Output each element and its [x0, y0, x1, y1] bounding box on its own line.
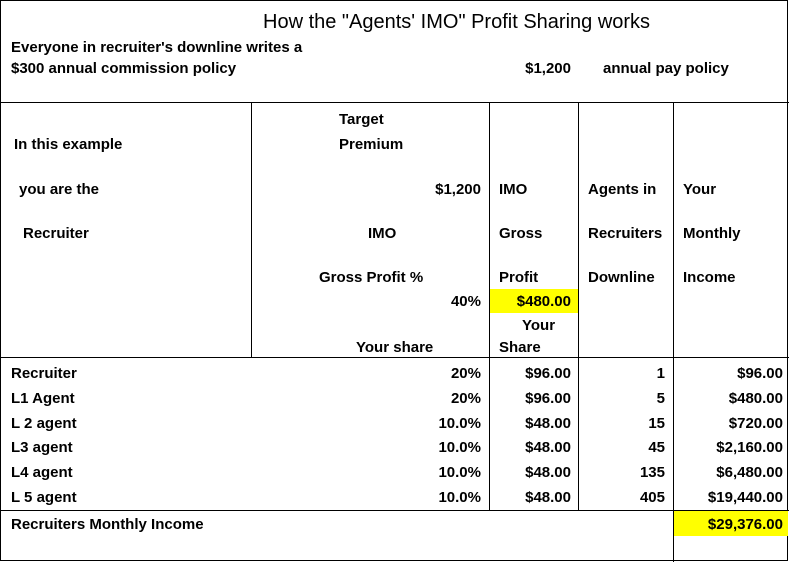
row-agents: 405 — [639, 489, 665, 506]
row-pct: 10.0% — [438, 415, 481, 432]
row-share: $48.00 — [525, 464, 571, 481]
divider-total — [1, 510, 789, 511]
total-income-value: $29,376.00 — [707, 516, 783, 533]
gross-label-3: Profit — [499, 269, 539, 286]
row-agents: 135 — [639, 464, 665, 481]
your-share-label: Your share — [356, 339, 434, 356]
row-income: $480.00 — [728, 390, 783, 407]
row-level: Recruiter — [11, 365, 77, 382]
row-share: $48.00 — [525, 489, 571, 506]
agents-label-2: Recruiters — [588, 225, 663, 242]
row-income: $96.00 — [737, 365, 783, 382]
gross-profit-highlight — [490, 289, 578, 313]
row-pct: 10.0% — [438, 489, 481, 506]
share-label-1: Your — [522, 317, 556, 334]
row-income: $2,160.00 — [716, 439, 783, 456]
col-divider-3 — [578, 102, 579, 510]
row-income: $19,440.00 — [707, 489, 783, 506]
divider-header — [1, 357, 789, 358]
income-label-3: Income — [683, 269, 736, 286]
intro-annual-amount: $1,200 — [525, 60, 571, 77]
row-level: L3 agent — [11, 439, 73, 456]
row-share: $96.00 — [525, 365, 571, 382]
imo-gross-profit-pct-label: Gross Profit % — [319, 269, 424, 286]
row-pct: 20% — [450, 390, 481, 407]
imo-label: IMO — [368, 225, 397, 242]
agents-label-3: Downline — [588, 269, 655, 286]
row-pct: 10.0% — [438, 464, 481, 481]
divider-top — [1, 102, 789, 103]
page-title: How the "Agents' IMO" Profit Sharing wor… — [263, 11, 651, 33]
row-agents: 45 — [648, 439, 665, 456]
row-level: L 2 agent — [11, 415, 77, 432]
gross-label-1: IMO — [499, 181, 528, 198]
income-label-1: Your — [683, 181, 717, 198]
row-share: $96.00 — [525, 390, 571, 407]
intro-line-1: Everyone in recruiter's downline writes … — [11, 39, 303, 56]
col-divider-4 — [673, 102, 674, 562]
row-pct: 20% — [450, 365, 481, 382]
imo-gross-profit-pct-value: 40% — [450, 293, 481, 310]
agents-label-1: Agents in — [588, 181, 657, 198]
target-label: Target — [339, 111, 384, 128]
row-pct: 10.0% — [438, 439, 481, 456]
row-income: $6,480.00 — [716, 464, 783, 481]
row-share: $48.00 — [525, 415, 571, 432]
intro-line-2: $300 annual commission policy — [11, 60, 237, 77]
header-left-1: In this example — [14, 136, 123, 153]
row-level: L1 Agent — [11, 390, 75, 407]
row-agents: 1 — [656, 365, 665, 382]
share-label-2: Share — [499, 339, 541, 356]
row-income: $720.00 — [728, 415, 783, 432]
header-left-2: you are the — [19, 181, 100, 198]
premium-label: Premium — [339, 136, 404, 153]
gross-profit-value: $480.00 — [516, 293, 571, 310]
target-premium-value: $1,200 — [435, 181, 481, 198]
total-income-highlight — [674, 511, 788, 536]
total-label: Recruiters Monthly Income — [11, 516, 204, 533]
header-left-3: Recruiter — [23, 225, 89, 242]
intro-annual-label: annual pay policy — [603, 60, 729, 77]
col-divider-1 — [251, 102, 252, 357]
row-level: L 5 agent — [11, 489, 77, 506]
gross-label-2: Gross — [499, 225, 543, 242]
row-agents: 5 — [656, 390, 665, 407]
row-share: $48.00 — [525, 439, 571, 456]
row-agents: 15 — [648, 415, 665, 432]
income-label-2: Monthly — [683, 225, 741, 242]
row-level: L4 agent — [11, 464, 73, 481]
col-divider-2 — [489, 102, 490, 510]
